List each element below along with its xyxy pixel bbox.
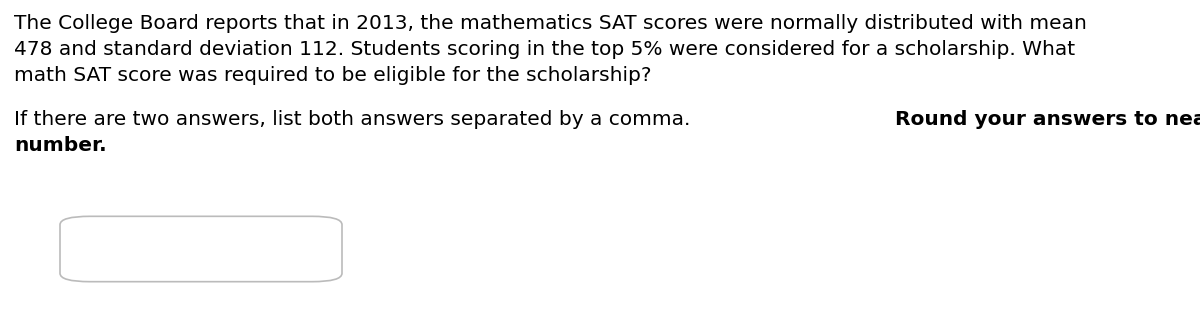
Text: 478 and standard deviation 112. Students scoring in the top 5% were considered f: 478 and standard deviation 112. Students… — [14, 40, 1075, 59]
Text: Round your answers to nearest whole: Round your answers to nearest whole — [895, 110, 1200, 129]
Text: If there are two answers, list both answers separated by a comma.: If there are two answers, list both answ… — [14, 110, 697, 129]
Text: number.: number. — [14, 136, 107, 155]
Text: The College Board reports that in 2013, the mathematics SAT scores were normally: The College Board reports that in 2013, … — [14, 14, 1087, 33]
Text: math SAT score was required to be eligible for the scholarship?: math SAT score was required to be eligib… — [14, 66, 652, 85]
FancyBboxPatch shape — [60, 216, 342, 282]
